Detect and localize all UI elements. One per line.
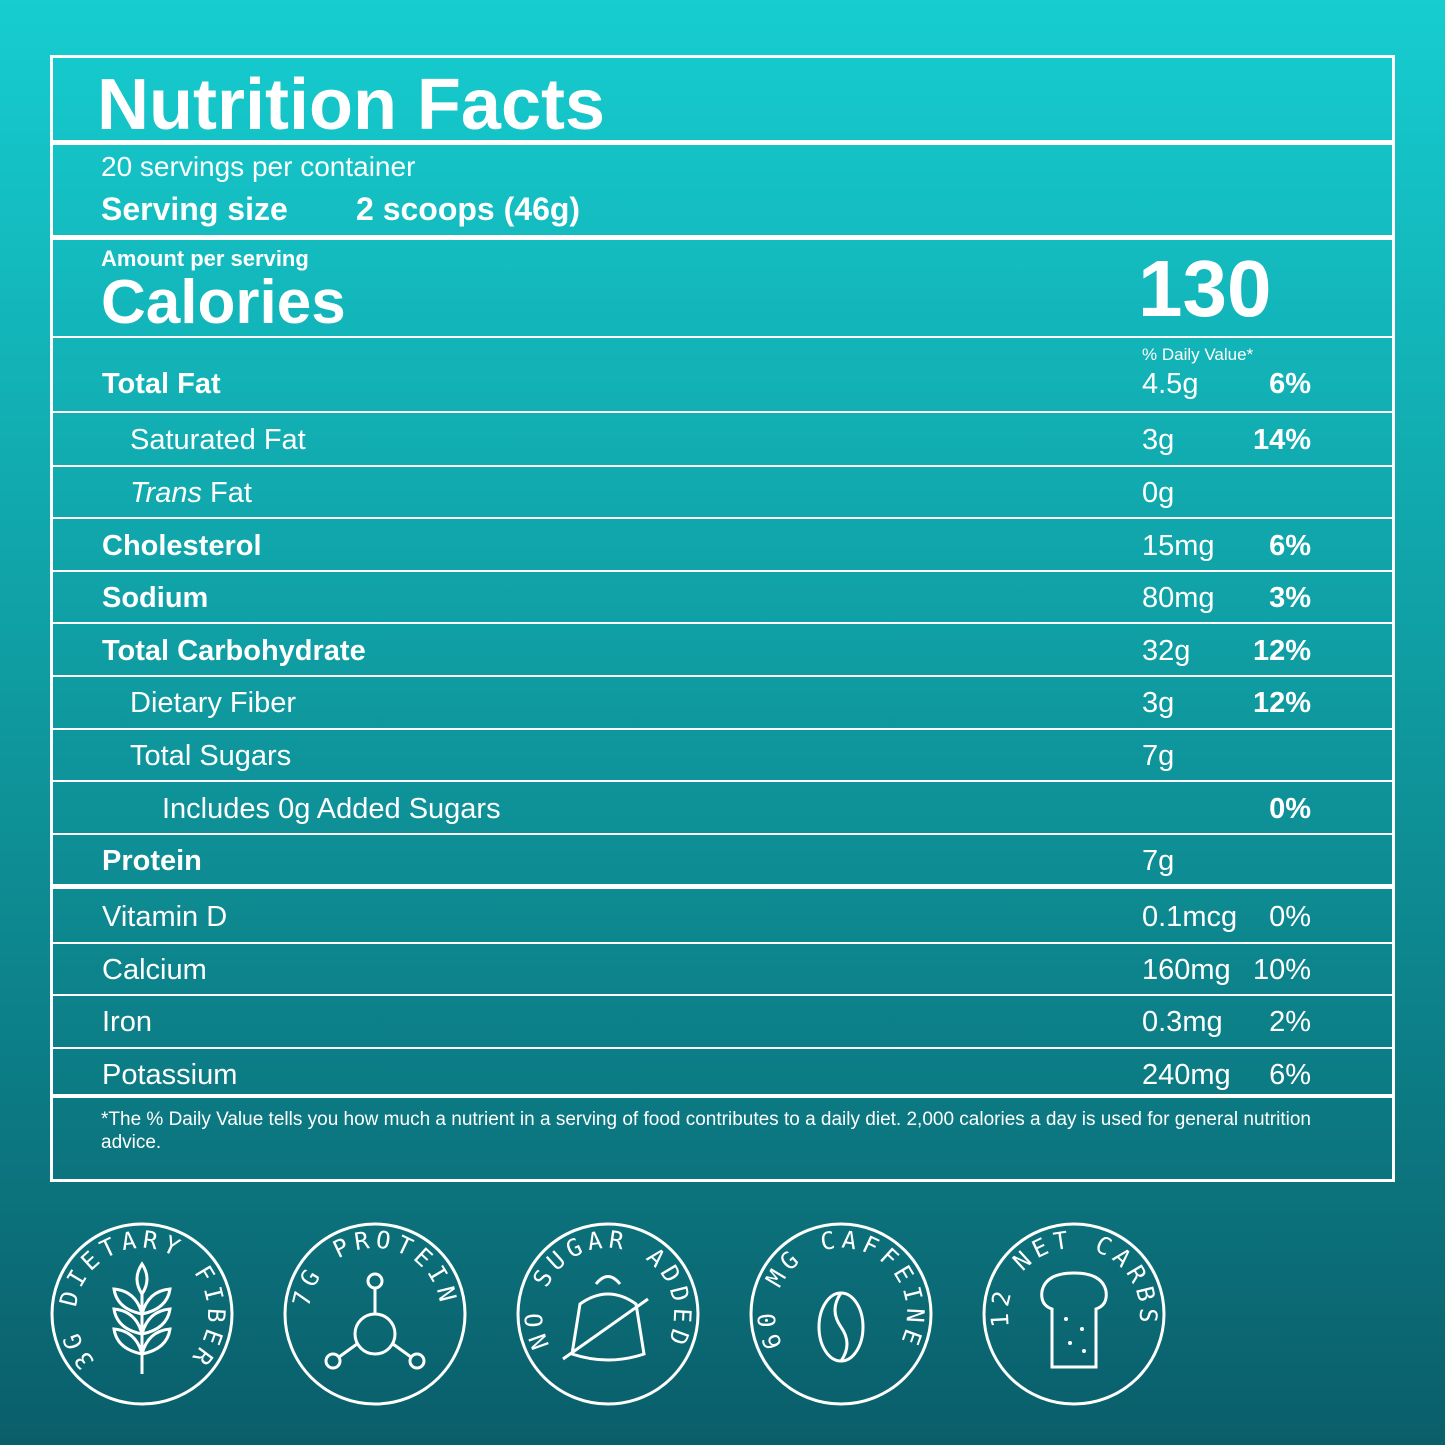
nutrient-name: Includes 0g Added Sugars — [162, 792, 501, 825]
vitamin-name: Potassium — [102, 1058, 238, 1091]
badge-label: NO SUGAR ADDED — [520, 1226, 692, 1354]
footnote: *The % Daily Value tells you how much a … — [101, 1109, 1311, 1153]
nutrient-name-prefix: Trans — [130, 476, 202, 509]
calories-label: Calories — [101, 268, 346, 337]
divider — [52, 1046, 1393, 1049]
nutrient-name: Total Fat — [102, 368, 221, 400]
title: Nutrition Facts — [97, 65, 606, 145]
icon-molecule — [366, 1272, 384, 1290]
divider — [52, 411, 1393, 413]
nutrient-amount: 0g — [1142, 476, 1175, 509]
nutrient-amount: 3g — [1142, 687, 1175, 720]
badge-label: 12 NET CARBS — [986, 1226, 1158, 1329]
vitamin-name: Vitamin D — [102, 901, 228, 933]
nutrient-amount: 32g — [1142, 634, 1191, 667]
divider — [52, 336, 1393, 338]
divider — [52, 569, 1393, 572]
nutrient-dv: 14% — [1252, 424, 1311, 457]
icon-bread — [1064, 1317, 1068, 1321]
vitamin-dv: 6% — [1269, 1058, 1311, 1091]
nutrient-amount: 4.5g — [1142, 368, 1199, 400]
badge: 60 MG CAFFEINE — [749, 1222, 933, 1406]
badge-label: 60 MG CAFFEINE — [753, 1226, 925, 1354]
badge-ring — [982, 1222, 1166, 1406]
nutrient-name: Fat — [201, 476, 252, 509]
nutrient-amount: 80mg — [1142, 582, 1215, 615]
divider — [52, 622, 1393, 625]
serving-size-label: Serving size — [101, 191, 288, 227]
divider — [52, 994, 1393, 997]
nutrient-dv: 0% — [1269, 792, 1311, 825]
badges: 3G DIETARY FIBER 7G PROTEIN NO SUGAR ADDED… — [50, 1222, 1166, 1406]
divider — [52, 884, 1393, 889]
vitamin-dv: 0% — [1269, 901, 1311, 933]
vitamin-dv: 10% — [1252, 953, 1311, 986]
nutrient-amount: 7g — [1142, 739, 1175, 772]
badge-ring — [516, 1222, 700, 1406]
vitamin-amount: 0.1mcg — [1142, 901, 1238, 933]
divider — [52, 235, 1393, 240]
icon-molecule — [353, 1312, 397, 1356]
nutrient-dv: 6% — [1269, 368, 1311, 400]
divider — [52, 727, 1393, 730]
divider — [52, 675, 1393, 677]
vitamin-amount: 0.3mg — [1142, 1006, 1223, 1039]
badge-ring — [749, 1222, 933, 1406]
icon-molecule — [408, 1352, 426, 1370]
nutrient-name: Cholesterol — [102, 529, 262, 562]
nutrient-dv: 12% — [1252, 634, 1311, 667]
nutrient-amount: 7g — [1142, 845, 1175, 878]
nutrient-dv: 12% — [1252, 687, 1311, 720]
icon-bread — [1082, 1349, 1086, 1353]
icon-molecule — [338, 1288, 412, 1359]
nutrient-name: Trans Fat — [130, 476, 252, 510]
servings-per-container: 20 servings per container — [101, 151, 416, 182]
divider — [52, 517, 1393, 520]
nutrient-name: Total Carbohydrate — [102, 634, 366, 667]
badge-text: 60 MG CAFFEINE — [753, 1226, 930, 1354]
nutrient-name: Sodium — [102, 582, 209, 615]
badge-ring — [283, 1222, 467, 1406]
badge: 12 NET CARBS — [982, 1222, 1166, 1406]
vitamin-amount: 160mg — [1142, 953, 1231, 986]
nutrient-name: Dietary Fiber — [130, 687, 296, 720]
amount-per-serving: Amount per serving — [101, 246, 309, 271]
badge: 3G DIETARY FIBER — [50, 1222, 234, 1406]
vitamin-amount: 240mg — [1142, 1058, 1231, 1091]
nutrient-name: Total Sugars — [130, 739, 292, 772]
icon-bread — [1080, 1327, 1084, 1331]
daily-value-header: % Daily Value* — [1142, 345, 1254, 364]
divider — [52, 780, 1393, 783]
divider — [52, 832, 1393, 835]
divider — [52, 140, 1393, 145]
nutrient-dv: 3% — [1269, 582, 1311, 615]
nutrient-name: Saturated Fat — [130, 424, 306, 457]
badge-ring — [50, 1222, 234, 1406]
vitamin-name: Calcium — [102, 953, 207, 986]
divider — [52, 941, 1393, 944]
label-box — [50, 55, 1395, 1182]
icon-wheat — [112, 1261, 172, 1374]
badge-text: 12 NET CARBS — [986, 1226, 1163, 1329]
nutrient-name: Protein — [102, 845, 202, 878]
vitamin-dv: 2% — [1269, 1006, 1311, 1039]
serving-size-value: 2 scoops (46g) — [356, 191, 581, 227]
badge: NO SUGAR ADDED — [516, 1222, 700, 1406]
vitamin-name: Iron — [102, 1006, 152, 1039]
nutrient-amount: 15mg — [1142, 529, 1215, 562]
badge: 7G PROTEIN — [283, 1222, 467, 1406]
icon-bread — [1040, 1271, 1108, 1369]
badge-text: NO SUGAR ADDED — [520, 1226, 697, 1354]
icon-bean — [833, 1292, 849, 1362]
nutrient-dv: 6% — [1269, 529, 1311, 562]
icon-molecule — [324, 1352, 342, 1370]
icon-bread — [1068, 1341, 1072, 1345]
divider — [52, 1094, 1393, 1098]
calories-value: 130 — [1138, 244, 1272, 333]
nutrient-amount: 3g — [1142, 424, 1175, 457]
icon-sack — [562, 1275, 649, 1362]
divider — [52, 464, 1393, 467]
